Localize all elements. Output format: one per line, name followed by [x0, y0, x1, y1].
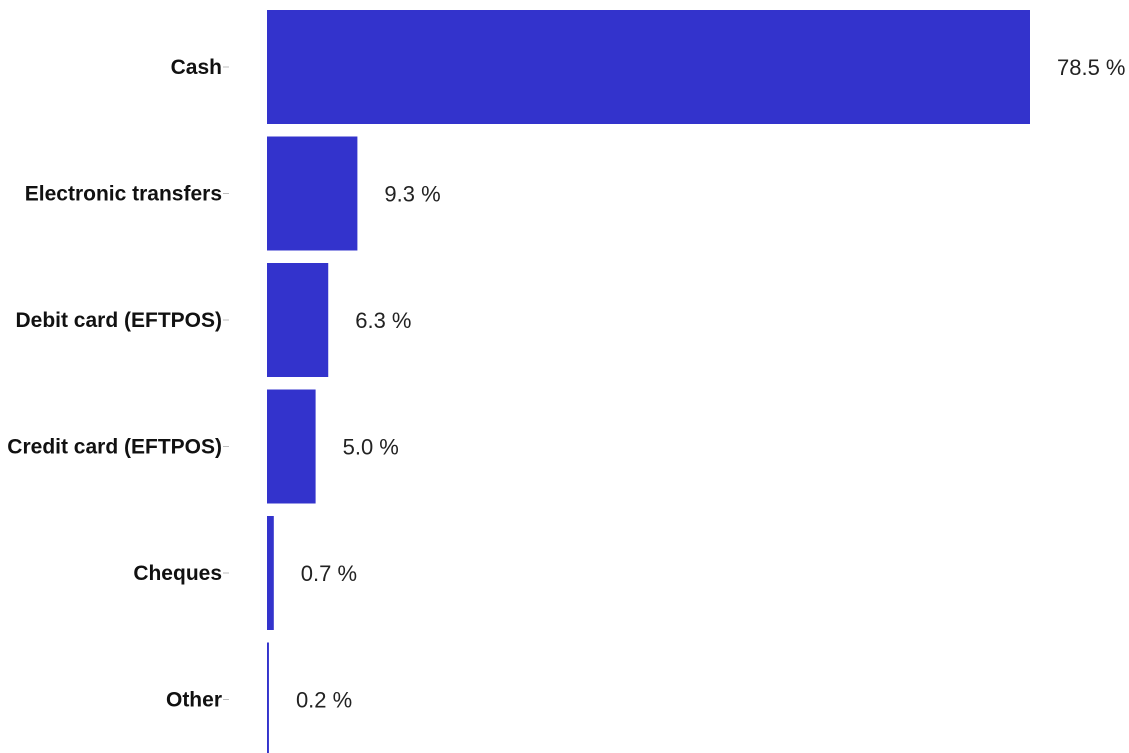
category-label: Credit card (EFTPOS) [7, 436, 222, 459]
value-label: 0.2 % [296, 688, 352, 713]
bar-cash [267, 10, 1030, 124]
value-label: 9.3 % [384, 182, 440, 207]
bar-cheques [267, 516, 274, 630]
bar-credit-card-eftpos [267, 389, 316, 504]
category-label: Cash [171, 56, 222, 79]
value-label: 0.7 % [301, 561, 357, 586]
value-label: 5.0 % [343, 435, 399, 460]
category-label: Other [166, 689, 222, 712]
category-label: Electronic transfers [25, 183, 222, 206]
bar-other [267, 642, 269, 753]
value-label: 6.3 % [355, 308, 411, 333]
bar-debit-card-eftpos [267, 263, 329, 377]
category-label: Debit card (EFTPOS) [15, 309, 222, 332]
value-label: 78.5 % [1057, 55, 1126, 80]
category-label: Cheques [133, 562, 222, 585]
bar-electronic-transfers [267, 136, 358, 251]
